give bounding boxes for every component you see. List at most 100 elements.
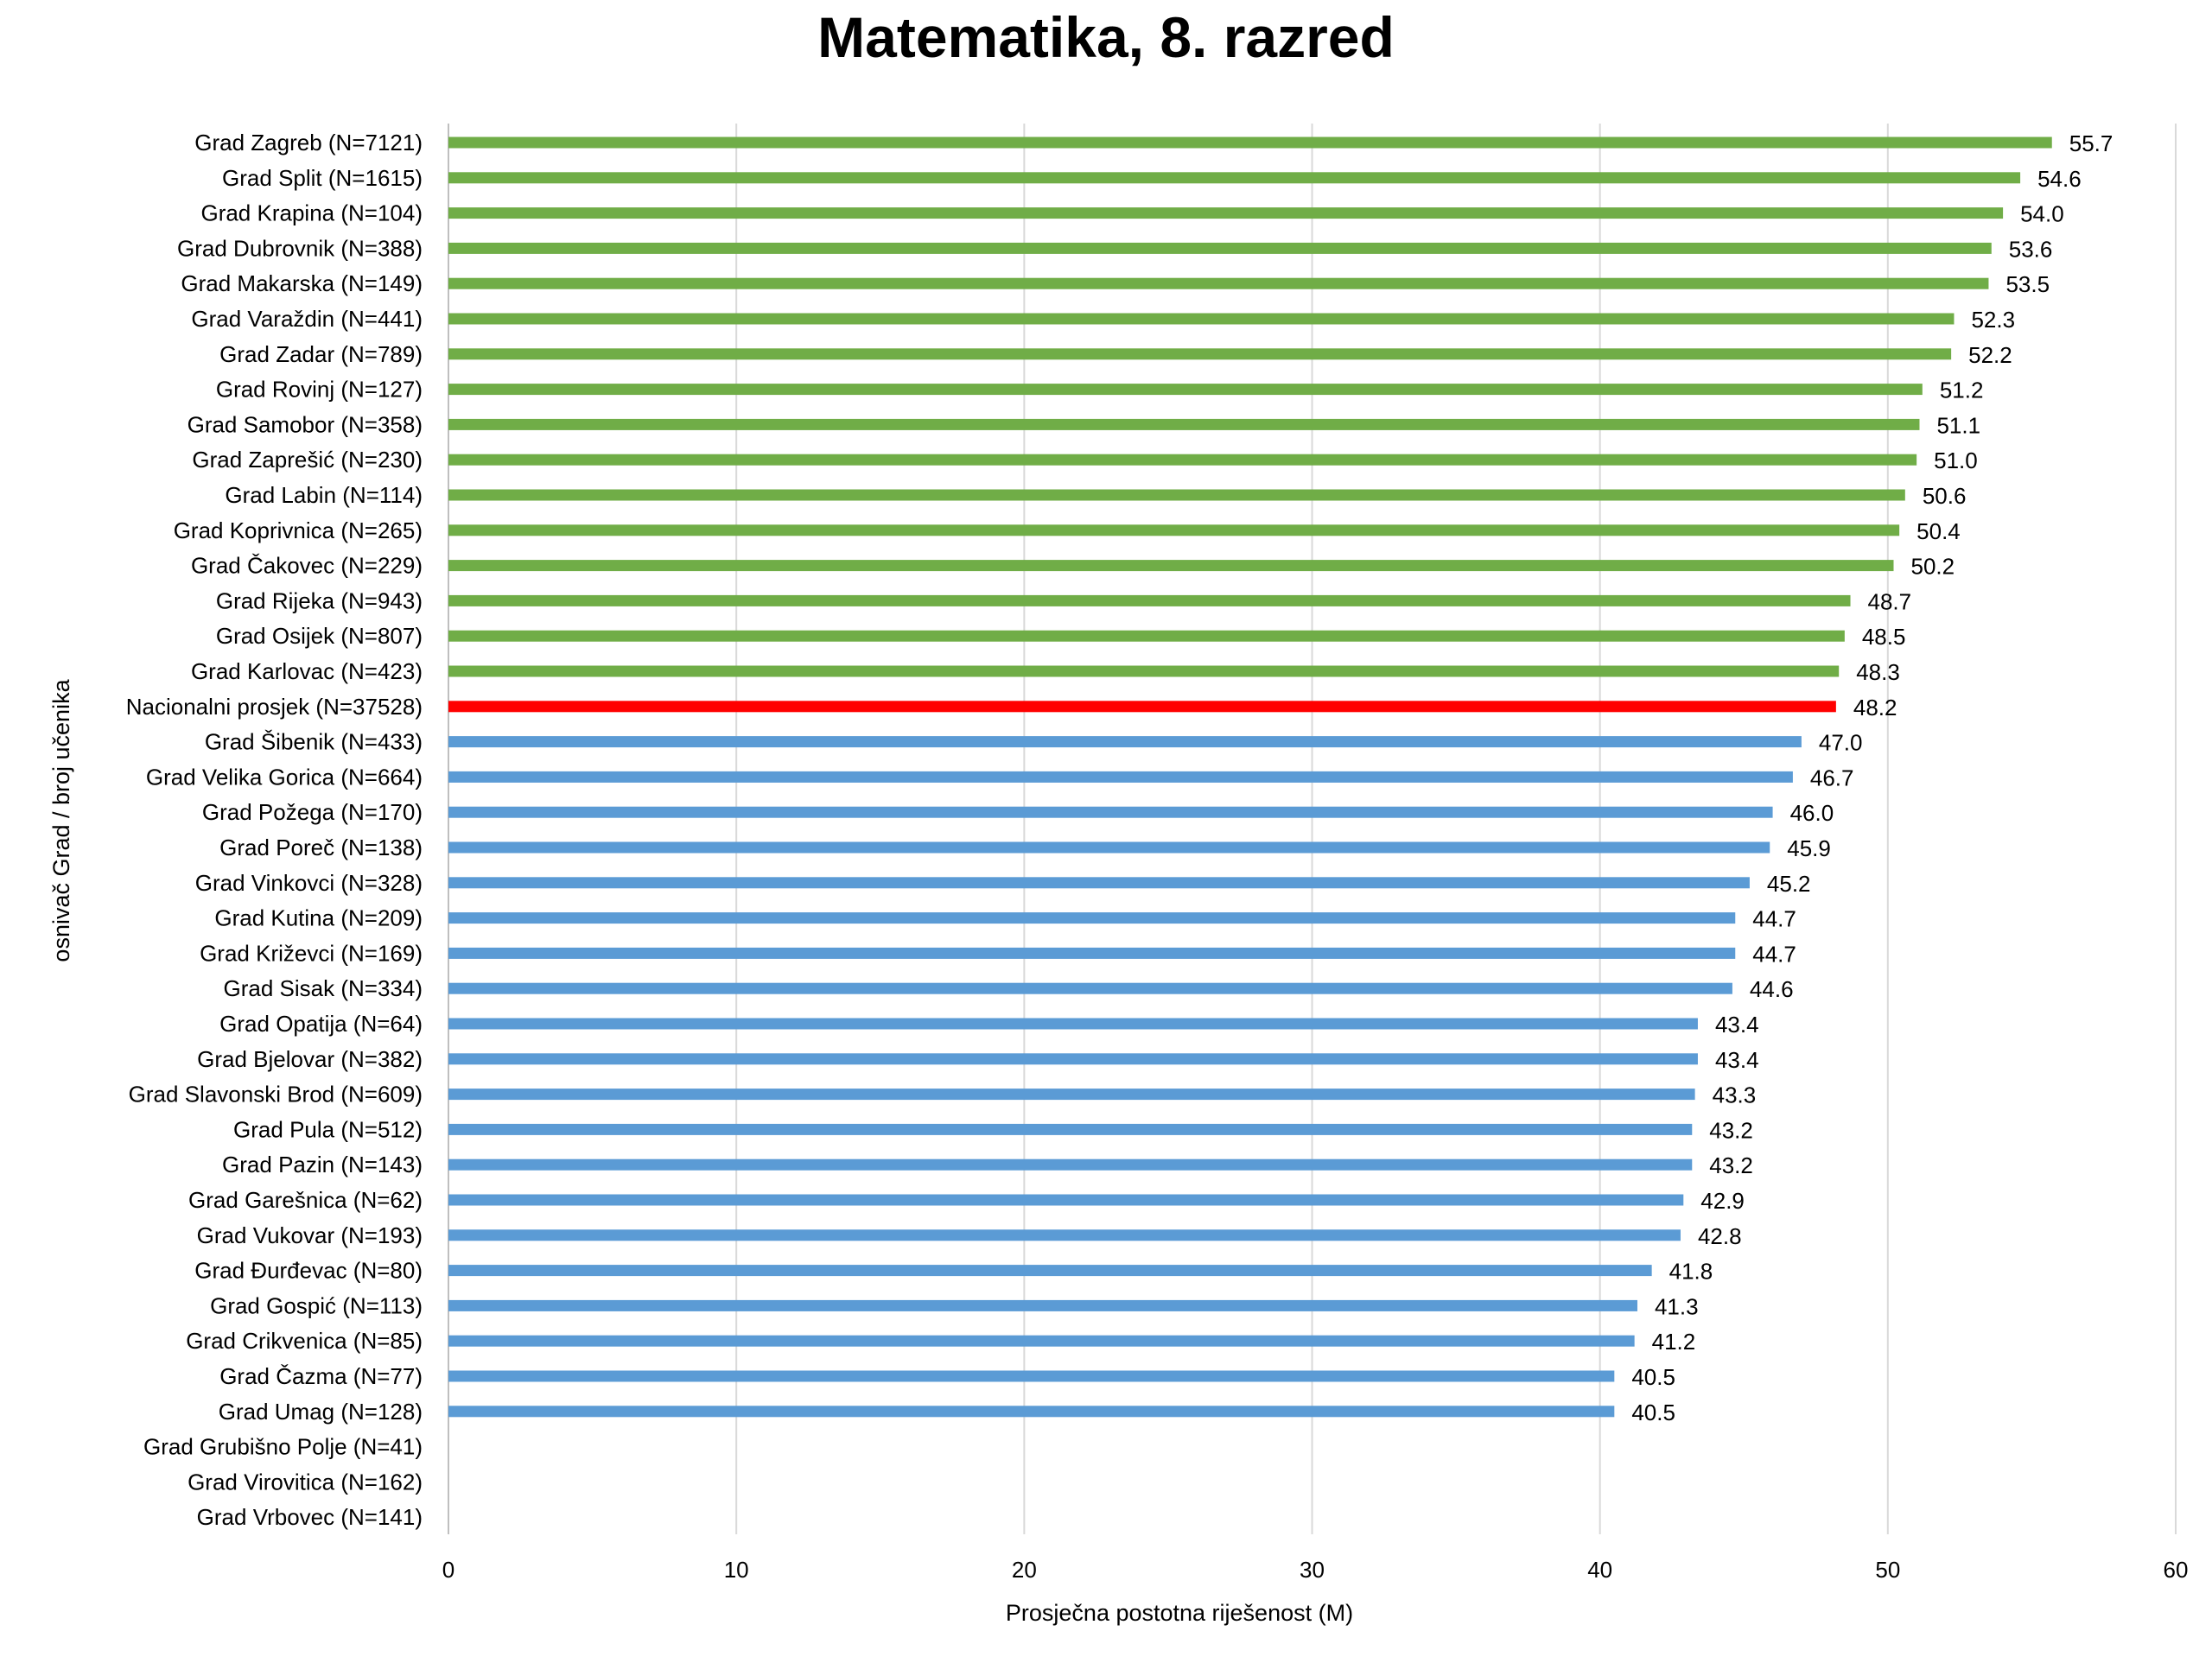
- bar: [448, 1089, 1695, 1101]
- x-tick-label: 20: [1012, 1557, 1037, 1583]
- category-label: Grad Samobor (N=358): [188, 411, 423, 437]
- category-label: Grad Pazin (N=143): [222, 1152, 423, 1177]
- x-tick-label: 10: [724, 1557, 749, 1583]
- category-label: Grad Šibenik (N=433): [205, 729, 423, 755]
- bar: [448, 736, 1802, 748]
- bar: [448, 348, 1952, 360]
- data-label: 50.6: [1923, 483, 1967, 509]
- data-label: 48.2: [1853, 695, 1897, 720]
- category-label: Grad Pula (N=512): [233, 1116, 423, 1142]
- category-label: Grad Sisak (N=334): [224, 975, 423, 1001]
- data-label: 50.4: [1916, 518, 1961, 544]
- category-label: Grad Bjelovar (N=382): [197, 1046, 423, 1072]
- category-label: Grad Opatija (N=64): [219, 1011, 423, 1037]
- chart-title: Matematika, 8. razred: [817, 5, 1395, 69]
- category-label: Grad Vinkovci (N=328): [195, 870, 423, 896]
- data-label: 42.8: [1698, 1223, 1742, 1249]
- data-label: 40.5: [1631, 1400, 1675, 1425]
- bar: [448, 982, 1732, 994]
- data-label: 54.6: [2037, 166, 2082, 192]
- bar: [448, 1335, 1635, 1347]
- bar: [448, 1229, 1681, 1241]
- data-label: 43.2: [1709, 1152, 1753, 1178]
- category-label: Grad Požega (N=170): [202, 799, 423, 825]
- data-label: 41.3: [1655, 1293, 1699, 1319]
- data-label: 45.9: [1787, 835, 1831, 861]
- data-label: 41.2: [1652, 1329, 1696, 1355]
- category-label: Grad Kutina (N=209): [214, 905, 423, 931]
- category-label: Grad Makarska (N=149): [181, 270, 423, 296]
- data-label: 46.0: [1790, 800, 1834, 826]
- bar: [448, 1158, 1693, 1171]
- bar: [448, 524, 1900, 536]
- data-label: 46.7: [1810, 765, 1854, 790]
- x-tick-label: 30: [1300, 1557, 1325, 1583]
- category-label: Grad Velika Gorica (N=664): [146, 764, 423, 790]
- data-label: 48.5: [1862, 624, 1906, 650]
- bar: [448, 1265, 1652, 1277]
- bar: [448, 242, 1992, 254]
- bar: [448, 136, 2052, 149]
- x-tick-label: 50: [1875, 1557, 1900, 1583]
- bar: [448, 1123, 1693, 1135]
- bar: [448, 701, 1836, 713]
- category-label: Grad Dubrovnik (N=388): [177, 235, 423, 261]
- value-labels: 55.7 54.6 54.0 53.6 53.5 52.3 52.2 51.2 51.1 51.0…: [1631, 130, 2113, 1425]
- category-label: Grad Čakovec (N=229): [191, 553, 423, 579]
- bar: [448, 418, 1920, 430]
- bar: [448, 806, 1773, 818]
- bar: [448, 172, 2021, 184]
- x-tick-label: 40: [1587, 1557, 1612, 1583]
- data-label: 48.3: [1856, 659, 1900, 685]
- bar: [448, 313, 1955, 325]
- bar: [448, 454, 1917, 466]
- data-label: 43.4: [1715, 1047, 1759, 1073]
- data-label: 43.2: [1709, 1117, 1753, 1143]
- bar: [448, 912, 1736, 924]
- data-label: 51.0: [1934, 447, 1978, 473]
- data-label: 55.7: [2069, 130, 2113, 156]
- bar: [448, 630, 1845, 642]
- category-label: Grad Đurđevac (N=80): [194, 1258, 423, 1284]
- data-label: 45.2: [1767, 871, 1811, 897]
- data-label: 52.2: [1968, 342, 2012, 368]
- category-label: Grad Crikvenica (N=85): [186, 1328, 423, 1354]
- data-label: 47.0: [1819, 730, 1863, 756]
- data-label: 50.2: [1910, 554, 1955, 580]
- data-label: 48.7: [1868, 588, 1912, 614]
- gridlines: [448, 124, 2177, 1534]
- bar: [448, 1370, 1615, 1382]
- data-label: 53.5: [2005, 271, 2050, 297]
- category-label: Grad Rijeka (N=943): [216, 587, 423, 613]
- category-label: Grad Poreč (N=138): [219, 835, 423, 860]
- category-label: Grad Slavonski Brod (N=609): [129, 1082, 423, 1108]
- category-label: Grad Osijek (N=807): [216, 623, 423, 649]
- x-tick-labels: 0 10 20 30 40 50 60: [442, 1557, 2189, 1583]
- category-label: Grad Rovinj (N=127): [216, 377, 423, 403]
- category-labels: Grad Zagreb (N=7121) Grad Split (N=1615) G…: [126, 130, 423, 1530]
- data-label: 53.6: [2009, 236, 2053, 262]
- x-tick-label: 0: [442, 1557, 454, 1583]
- data-label: 44.6: [1750, 976, 1794, 1002]
- category-label: Grad Karlovac (N=423): [191, 658, 423, 684]
- category-label: Grad Zaprešić (N=230): [192, 447, 423, 473]
- bar: [448, 560, 1894, 572]
- bar: [448, 877, 1750, 889]
- bar: [448, 207, 2004, 219]
- data-label: 54.0: [2020, 201, 2064, 227]
- category-label: Grad Koprivnica (N=265): [174, 517, 423, 543]
- bar: [448, 277, 1989, 289]
- bar: [448, 1194, 1684, 1206]
- category-label: Nacionalni prosjek (N=37528): [126, 694, 423, 720]
- data-label: 44.7: [1752, 906, 1796, 932]
- y-axis-title: osnivač Grad / broj učenika: [48, 678, 74, 962]
- x-tick-label: 60: [2164, 1557, 2189, 1583]
- category-label: Grad Split (N=1615): [222, 165, 423, 191]
- bars: [448, 136, 2052, 1418]
- category-label: Grad Grubišno Polje (N=41): [143, 1434, 423, 1460]
- category-label: Grad Vukovar (N=193): [197, 1222, 423, 1248]
- bar: [448, 1406, 1615, 1418]
- x-axis-title: Prosječna postotna riješenost (M): [1006, 1600, 1353, 1626]
